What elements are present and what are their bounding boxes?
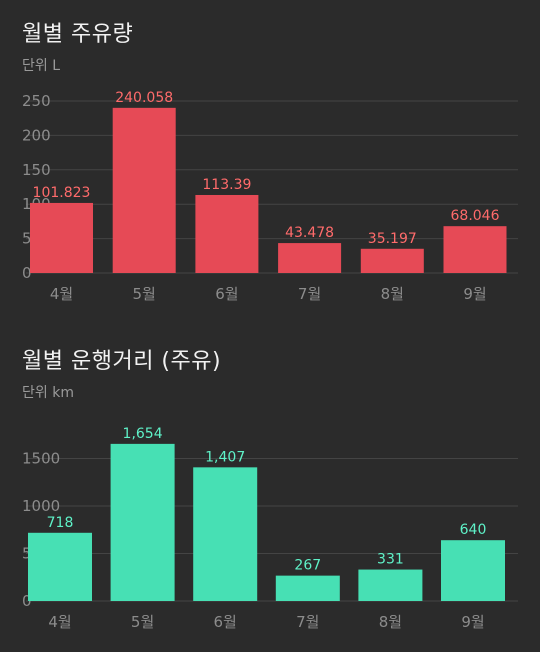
fuel-y-tick-label: 200: [22, 126, 51, 144]
fuel-value-label: 43.478: [285, 225, 334, 241]
distance-value-label: 1,654: [123, 426, 163, 442]
fuel-x-tick-label: 9월: [463, 285, 486, 303]
distance-bar-3[interactable]: [193, 467, 258, 601]
distance-value-label: 331: [377, 552, 404, 568]
fuel-bar-1[interactable]: [30, 202, 93, 273]
fuel-bar-6[interactable]: [443, 226, 507, 273]
fuel-bar-2[interactable]: [112, 107, 176, 274]
fuel-x-tick-label: 7월: [298, 285, 321, 303]
fuel-x-tick-label: 4월: [50, 285, 73, 303]
distance-y-tick-label: 1500: [22, 450, 60, 468]
distance-x-tick-label: 8월: [379, 613, 402, 631]
fuel-x-tick-label: 6월: [215, 285, 238, 303]
fuel-bar-3[interactable]: [195, 194, 259, 273]
fuel-chart-title: 월별 주유량: [22, 22, 134, 47]
fuel-bar-5[interactable]: [360, 248, 424, 273]
distance-chart-unit-label: 단위 km: [22, 385, 74, 401]
distance-x-tick-label: 4월: [48, 613, 71, 631]
distance-value-label: 1,407: [205, 449, 245, 465]
distance-chart-title: 월별 운행거리 (주유): [22, 349, 222, 374]
fuel-value-label: 101.823: [33, 185, 91, 201]
distance-value-label: 267: [294, 558, 321, 574]
distance-y-tick-label: 1000: [22, 497, 60, 515]
fuel-y-tick-label: 0: [22, 264, 32, 282]
distance-x-tick-label: 5월: [131, 613, 154, 631]
distance-x-tick-label: 7월: [296, 613, 319, 631]
distance-bar-6[interactable]: [441, 540, 505, 601]
distance-bar-4[interactable]: [275, 575, 340, 601]
fuel-y-tick-label: 250: [22, 92, 51, 110]
fuel-bar-chart: 050100150200250101.8234월240.0585월113.396…: [22, 90, 518, 303]
fuel-bar-4[interactable]: [278, 243, 342, 273]
distance-x-tick-label: 9월: [461, 613, 484, 631]
fuel-value-label: 240.058: [115, 90, 173, 106]
fuel-chart-unit-label: 단위 L: [22, 58, 61, 74]
fuel-y-tick-label: 150: [22, 161, 51, 179]
distance-bar-5[interactable]: [358, 569, 423, 601]
distance-bar-2[interactable]: [110, 443, 175, 601]
fuel-x-tick-label: 5월: [133, 285, 156, 303]
fuel-value-label: 35.197: [368, 231, 417, 247]
distance-value-label: 640: [460, 522, 487, 538]
distance-y-tick-label: 0: [22, 592, 32, 610]
distance-bar-1[interactable]: [28, 532, 92, 601]
distance-x-tick-label: 6월: [214, 613, 237, 631]
fuel-x-tick-label: 8월: [381, 285, 404, 303]
distance-value-label: 718: [47, 515, 74, 531]
fuel-value-label: 68.046: [451, 208, 500, 224]
fuel-value-label: 113.39: [202, 177, 251, 193]
